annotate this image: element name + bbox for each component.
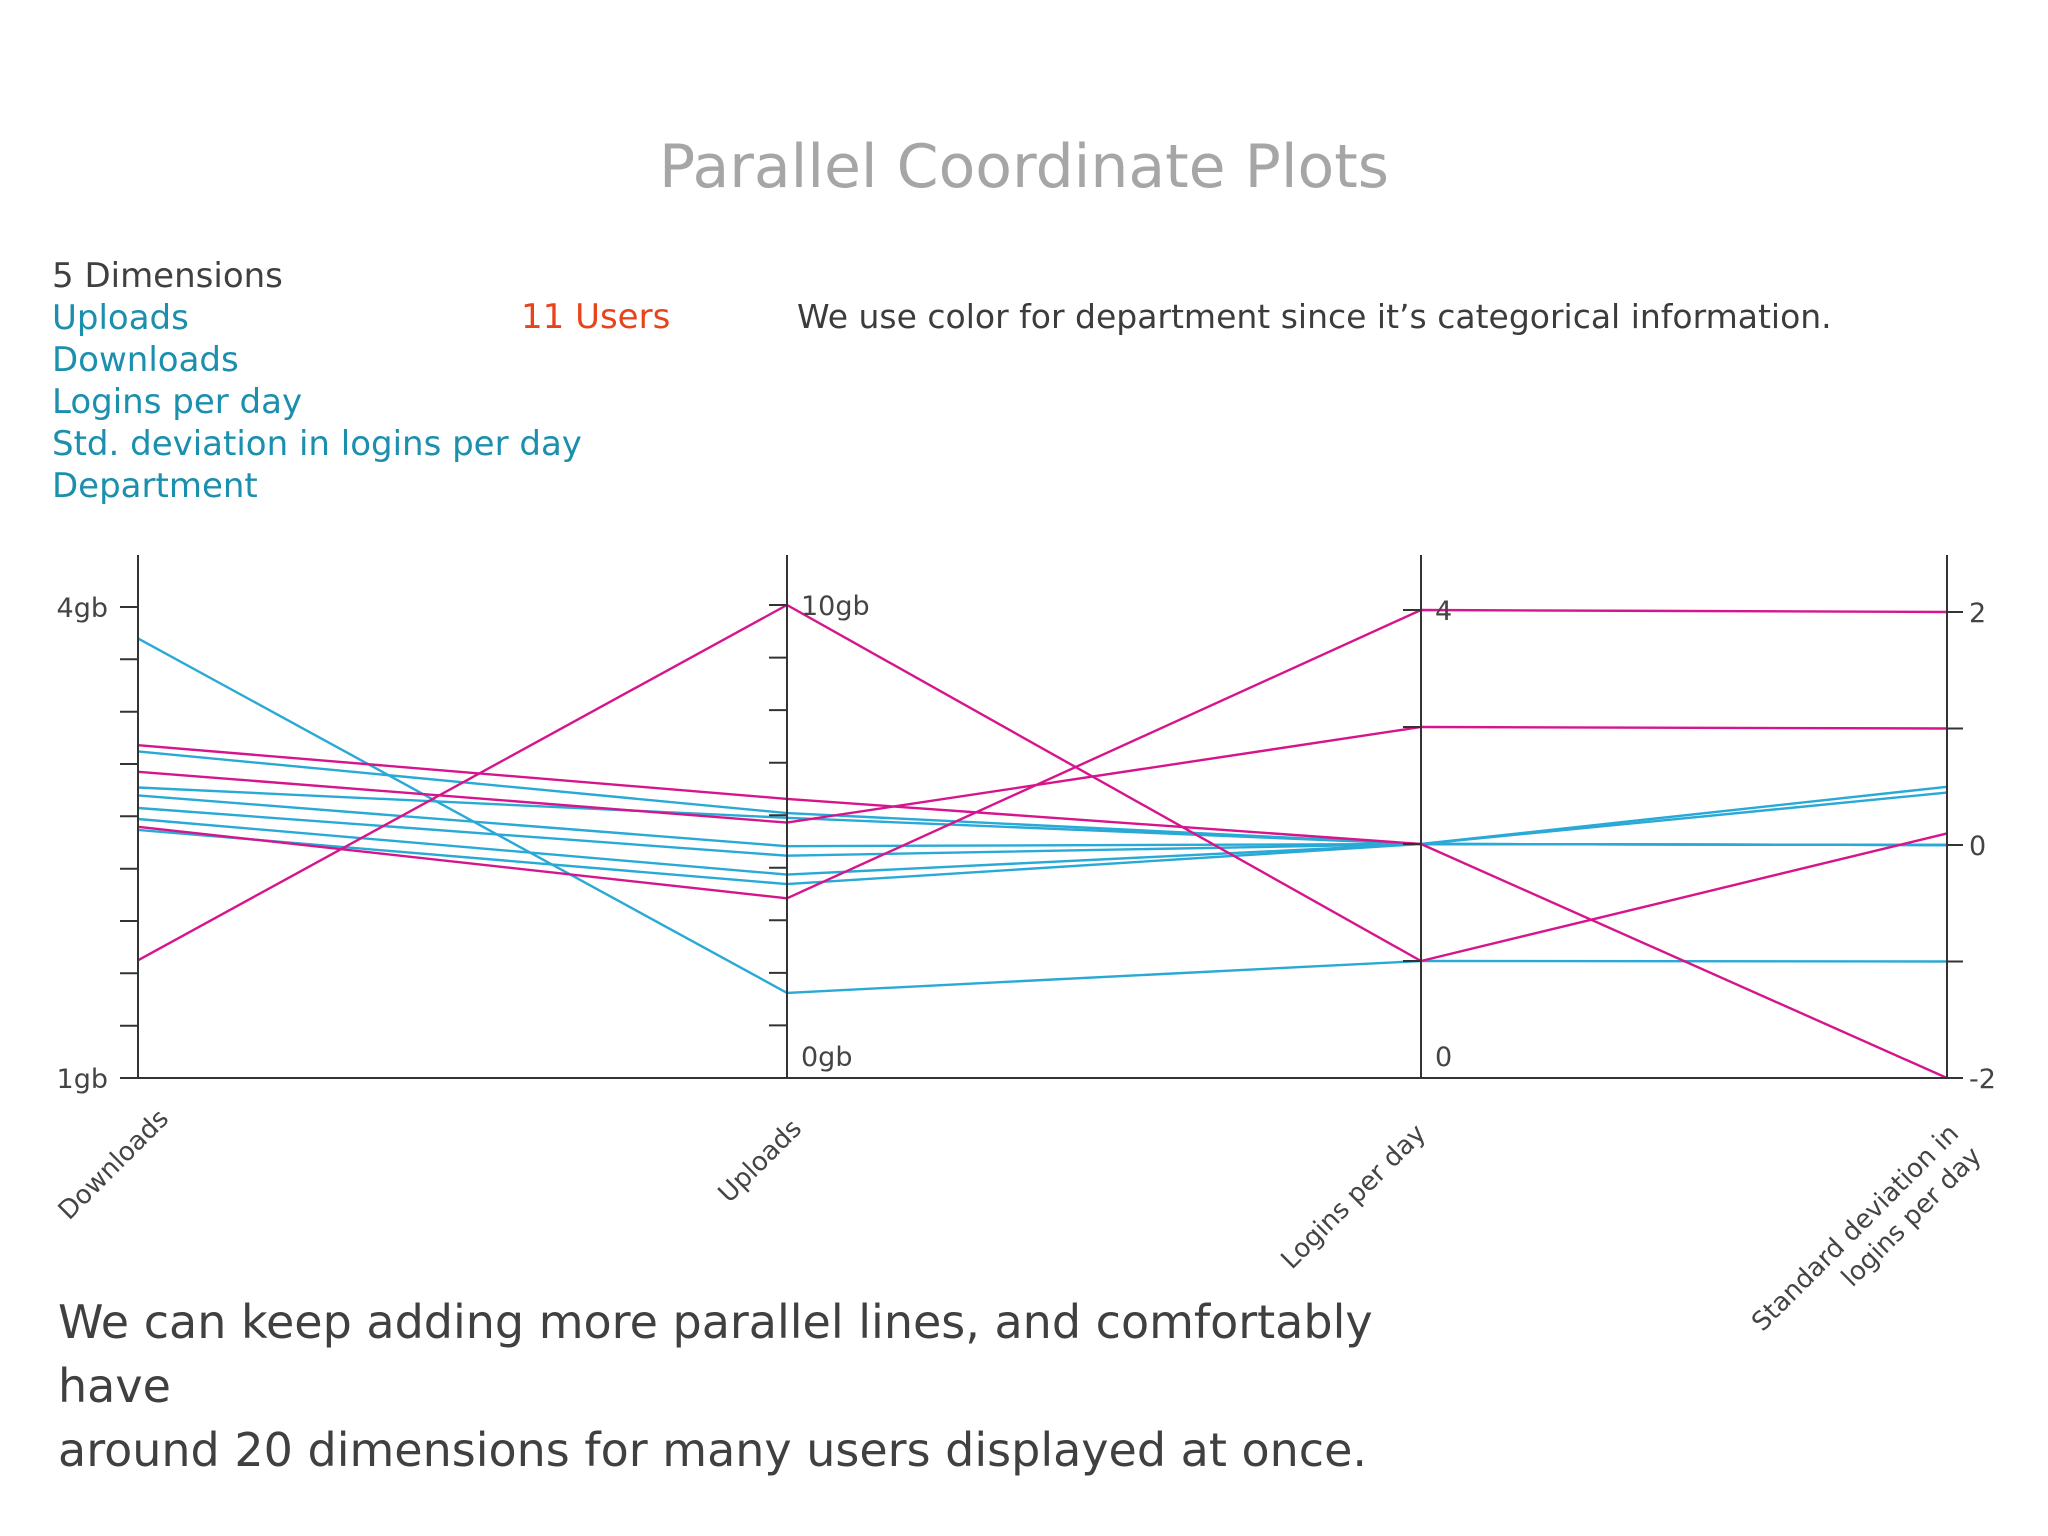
axes-layer: 1gb 4gb Downloads 0gb 10gb Uploads 0 4 Logins pe… (53, 555, 1996, 1338)
footer-line-1: We can keep adding more parallel lines, … (58, 1295, 1373, 1413)
record-line-2 (137, 750, 1948, 846)
record-line-4 (137, 794, 1948, 848)
record-line-9 (137, 725, 1948, 824)
axis-title-uploads: Uploads (713, 1114, 808, 1209)
dimension-department: Department (52, 466, 258, 506)
record-line-3 (137, 786, 1948, 846)
dimensions-list: 5 Dimensions Uploads Downloads Logins pe… (52, 255, 582, 507)
record-line-8 (137, 744, 1948, 1080)
record-line-10 (137, 608, 1948, 900)
dimension-logins-per-day: Logins per day (52, 382, 303, 422)
tick-label: 0gb (801, 1042, 852, 1073)
tick-label: 10gb (801, 591, 870, 622)
record-line-11 (137, 603, 1948, 963)
footer-line-2: around 20 dimensions for many users disp… (58, 1423, 1368, 1477)
tick-label: 2 (1969, 598, 1986, 629)
axis-title-text: Downloads (53, 1104, 175, 1226)
color-note: We use color for department since it’s c… (797, 297, 1832, 336)
tick-label: 4 (1435, 596, 1452, 627)
footer-text: We can keep adding more parallel lines, … (58, 1290, 1458, 1482)
page-title: Parallel Coordinate Plots (658, 132, 1390, 202)
axis-title-text: Uploads (713, 1114, 808, 1209)
users-count: 11 Users (521, 297, 671, 337)
dimension-uploads: Uploads (52, 298, 189, 338)
axis-title-line: Standard deviation in (1746, 1119, 1965, 1338)
record-line-7 (137, 828, 1948, 886)
axis-title-logins: Logins per day (1276, 1119, 1432, 1275)
records-layer (137, 603, 1948, 1080)
tick-label: 0 (1969, 831, 1986, 862)
dimension-downloads: Downloads (52, 340, 239, 380)
tick-label: 4gb (57, 593, 108, 624)
tick-label: -2 (1969, 1064, 1996, 1095)
axis-title-text: Logins per day (1276, 1119, 1432, 1275)
axis-title-downloads: Downloads (53, 1104, 175, 1226)
dimension-std-deviation: Std. deviation in logins per day (52, 424, 582, 464)
dimensions-heading: 5 Dimensions (52, 256, 283, 296)
tick-label: 1gb (57, 1064, 108, 1095)
tick-label: 0 (1435, 1042, 1452, 1073)
